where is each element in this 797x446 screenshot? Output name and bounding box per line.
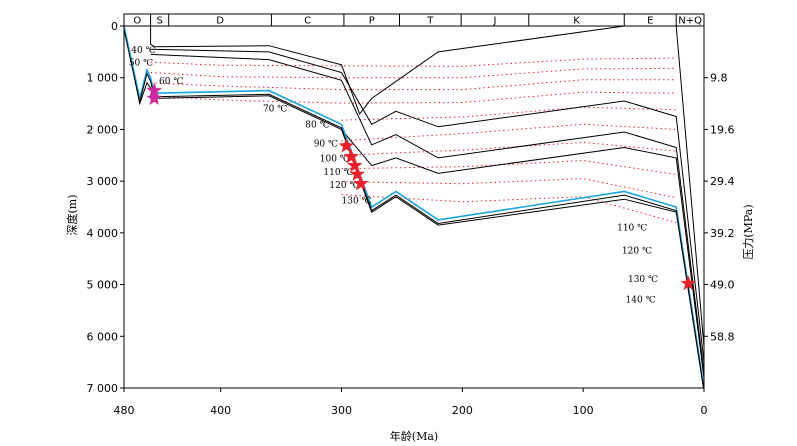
x-tick-label: 100 <box>573 404 594 417</box>
isotherm-line <box>150 57 677 67</box>
isotherm-label: 130 ℃ <box>628 275 658 285</box>
burial-curves <box>124 26 704 388</box>
period-label-c: C <box>304 16 311 27</box>
isotherm-line <box>150 91 677 104</box>
isotherm-label: 120 ℃ <box>622 247 652 257</box>
y-tick-label: 5 000 <box>87 279 119 292</box>
star-marker <box>353 175 369 191</box>
isotherm-line <box>341 141 677 156</box>
y-tick-label: 3 000 <box>87 175 119 188</box>
y-tick-label: 2 000 <box>87 123 119 136</box>
period-label-e: E <box>647 16 653 27</box>
isotherm-label: 60 ℃ <box>159 77 183 87</box>
y-right-tick-label: 29.4 <box>710 175 735 188</box>
period-label-t: T <box>426 16 434 27</box>
x-tick-label: 400 <box>210 404 231 417</box>
geologic-period-bar: O S D C P T J K E N+Q <box>123 13 705 27</box>
isotherm-label: 80 ℃ <box>305 120 329 130</box>
star-marker <box>347 157 363 173</box>
isotherm-line <box>150 67 677 79</box>
sample-markers <box>146 82 697 291</box>
burial-curve <box>341 129 704 388</box>
period-label-j: J <box>492 16 496 27</box>
y-right-tick-label: 58.8 <box>710 330 735 343</box>
isotherm-label: 70 ℃ <box>263 104 287 114</box>
burial-curve <box>150 48 704 363</box>
burial-curve <box>150 26 704 347</box>
burial-curve-highlight <box>124 26 704 388</box>
isotherm-line <box>341 123 677 142</box>
isotherm-lines <box>150 57 677 223</box>
isotherm-label: 50 ℃ <box>129 58 153 68</box>
period-label-p: P <box>369 16 375 27</box>
isotherm-label: 40 ℃ <box>131 46 155 56</box>
isotherm-label: 140 ℃ <box>626 296 656 306</box>
y-tick-label: 4 000 <box>87 227 119 240</box>
isotherm-label: 130 ℃ <box>342 196 372 206</box>
isotherm-label: 90 ℃ <box>314 139 338 149</box>
y-right-tick-label: 9.8 <box>710 72 728 85</box>
y-right-tick-label: 19.6 <box>710 123 735 136</box>
isotherm-label: 100 ℃ <box>320 154 350 164</box>
y-axis-right-title: 压力(MPa) <box>742 204 755 259</box>
x-tick-label: 300 <box>331 404 352 417</box>
y-tick-label: 0 <box>111 20 118 33</box>
x-tick-label: 480 <box>114 404 135 417</box>
star-marker <box>349 166 365 182</box>
x-tick-label: 200 <box>452 404 473 417</box>
y-tick-label: 6 000 <box>87 330 119 343</box>
period-label-o: O <box>133 16 141 27</box>
axes: 0 1 000 2 000 3 000 4 000 5 000 6 000 7 000 9.8 1… <box>65 20 755 443</box>
isotherm-line <box>150 79 677 91</box>
x-axis-title: 年龄(Ma) <box>390 429 438 443</box>
isotherm-line <box>341 178 677 199</box>
burial-curve <box>150 53 704 373</box>
period-label-nq: N+Q <box>678 16 702 27</box>
star-marker <box>338 137 355 153</box>
star-marker <box>343 148 359 164</box>
isotherm-line <box>341 106 677 121</box>
burial-curve-base <box>124 29 704 388</box>
y-tick-label: 7 000 <box>87 382 119 395</box>
period-label-k: K <box>573 16 580 27</box>
isotherm-line <box>341 159 677 175</box>
isotherm-label: 120 ℃ <box>329 181 359 191</box>
y-right-tick-label: 49.0 <box>710 279 735 292</box>
y-right-tick-label: 39.2 <box>710 227 735 240</box>
y-tick-label: 1 000 <box>87 72 119 85</box>
isotherm-labels: 40 ℃ 50 ℃ 60 ℃ 70 ℃ 80 ℃ 90 ℃ 100 ℃ 110 ℃ 120 ℃ 1… <box>129 46 658 306</box>
y-axis-left-title: 深度(m) <box>65 194 79 235</box>
star-marker <box>146 90 162 106</box>
isotherm-label: 110 ℃ <box>617 223 647 233</box>
period-label-d: D <box>216 16 224 27</box>
burial-curve <box>124 26 704 378</box>
period-label-s: S <box>156 16 162 27</box>
isotherm-label: 110 ℃ <box>323 168 353 178</box>
x-tick-label: 0 <box>701 404 708 417</box>
star-marker <box>680 275 697 291</box>
period-bar-frame <box>123 13 705 27</box>
